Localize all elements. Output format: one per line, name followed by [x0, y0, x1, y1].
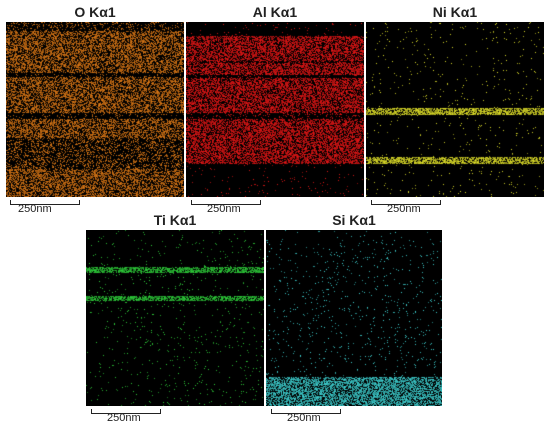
map-image: [86, 230, 264, 406]
scale-label: 250nm: [387, 203, 421, 215]
element-map-al: Al Kα1 250nm: [186, 0, 364, 215]
map-title: Ni Kα1: [432, 4, 478, 20]
map-title: O Kα1: [74, 4, 116, 20]
scale-label: 250nm: [207, 203, 241, 215]
map-title: Al Kα1: [252, 4, 298, 20]
scale-label: 250nm: [107, 412, 141, 424]
scale-label: 250nm: [18, 203, 52, 215]
map-image: [266, 230, 442, 406]
scale-bar: 250nm: [10, 199, 80, 215]
map-image: [6, 22, 184, 197]
scale-bar: 250nm: [91, 408, 161, 424]
map-image: [186, 22, 364, 197]
map-title: Ti Kα1: [153, 212, 197, 228]
element-map-ti: Ti Kα1 250nm: [86, 210, 264, 427]
scale-bar: 250nm: [371, 199, 441, 215]
element-map-si: Si Kα1 250nm: [266, 210, 442, 427]
scale-bar: 250nm: [271, 408, 341, 424]
element-map-ni: Ni Kα1 250nm: [366, 0, 544, 215]
map-title: Si Kα1: [332, 212, 376, 228]
scale-bar: 250nm: [191, 199, 261, 215]
scale-label: 250nm: [287, 412, 321, 424]
element-map-o: O Kα1 250nm: [6, 0, 184, 215]
map-image: [366, 22, 544, 197]
